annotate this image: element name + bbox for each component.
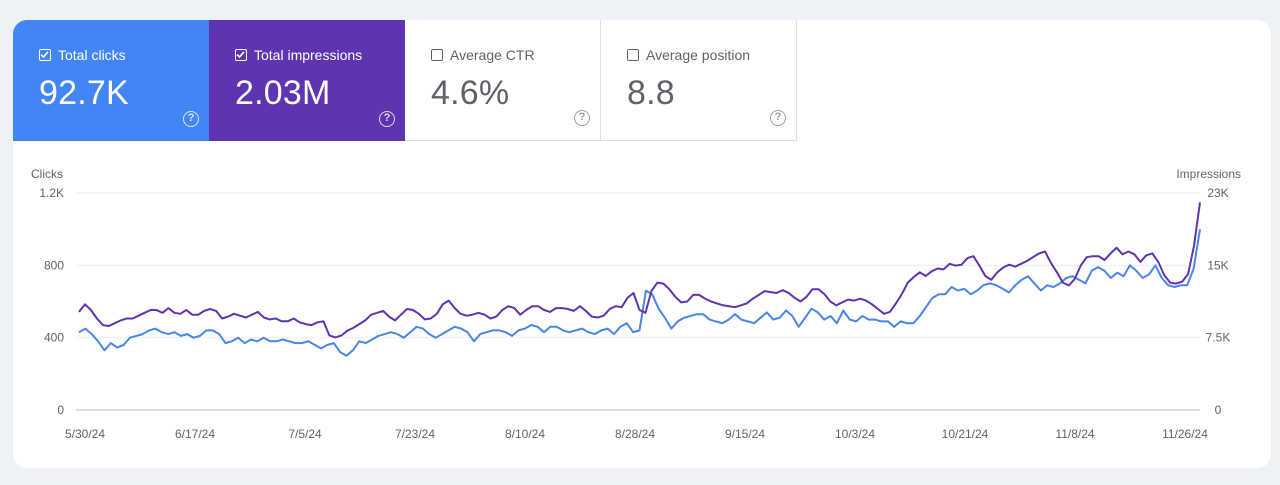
help-icon[interactable]: ? [379,111,395,127]
y-tick-label-right: 23K [1207,186,1228,200]
y-tick-label-left: 0 [57,403,64,417]
y-tick-label-right: 7.5K [1206,331,1231,345]
series-line-impressions [78,202,1201,339]
x-tick-label: 11/26/24 [1162,427,1208,441]
x-tick-label: 7/5/24 [288,427,322,441]
y-tick-label-right: 0 [1215,403,1222,417]
checkbox-checked-icon[interactable] [235,49,247,61]
metric-average-ctr[interactable]: Average CTR 4.6% ? [405,20,601,141]
x-tick-label: 8/10/24 [505,427,545,441]
metric-value: 2.03M [235,74,331,112]
y-axis-label-left: Clicks [31,167,63,181]
metric-label: Total impressions [254,47,363,63]
gridlines [76,192,1200,411]
help-icon[interactable]: ? [574,110,590,126]
y-ticks: 0 0 400 7.5K 800 15K 1.2K 23K [39,186,1230,417]
metric-label: Average CTR [450,47,535,63]
help-icon[interactable]: ? [770,110,786,126]
y-axis-label-right: Impressions [1176,167,1241,181]
x-tick-label: 6/17/24 [175,427,215,441]
checkbox-unchecked-icon[interactable] [431,49,443,61]
metric-value: 8.8 [627,74,675,112]
y-tick-label-right: 15K [1207,258,1228,272]
x-tick-label: 10/21/24 [942,427,989,441]
series-line-clicks [78,229,1201,357]
y-tick-label-left: 400 [44,331,64,345]
x-tick-label: 10/3/24 [835,427,875,441]
performance-chart[interactable]: Clicks Impressions 0 0 400 7.5K 800 15K 1.2K 23… [13,20,1271,468]
metric-total-impressions[interactable]: Total impressions 2.03M ? [209,20,405,141]
metric-tabs: Total clicks 92.7K ? Total impressions 2… [13,20,797,141]
metric-label: Average position [646,47,751,63]
x-tick-label: 9/15/24 [725,427,765,441]
x-tick-label: 11/8/24 [1055,427,1094,441]
x-ticks: 5/30/24 6/17/24 7/5/24 7/23/24 8/10/24 8/28/2… [65,427,1208,441]
x-tick-label: 5/30/24 [65,427,105,441]
x-tick-label: 7/23/24 [395,427,435,441]
metric-label: Total clicks [58,47,126,63]
metric-value: 92.7K [39,74,129,112]
metric-value: 4.6% [431,74,510,112]
y-tick-label-left: 1.2K [39,186,64,200]
checkbox-checked-icon[interactable] [39,49,51,61]
metric-average-position[interactable]: Average position 8.8 ? [601,20,797,141]
checkbox-unchecked-icon[interactable] [627,49,639,61]
help-icon[interactable]: ? [183,111,199,127]
x-tick-label: 8/28/24 [615,427,655,441]
performance-card: Total clicks 92.7K ? Total impressions 2… [13,20,1271,468]
y-tick-label-left: 800 [44,258,64,272]
series-lines [78,202,1201,357]
metric-total-clicks[interactable]: Total clicks 92.7K ? [13,20,209,141]
